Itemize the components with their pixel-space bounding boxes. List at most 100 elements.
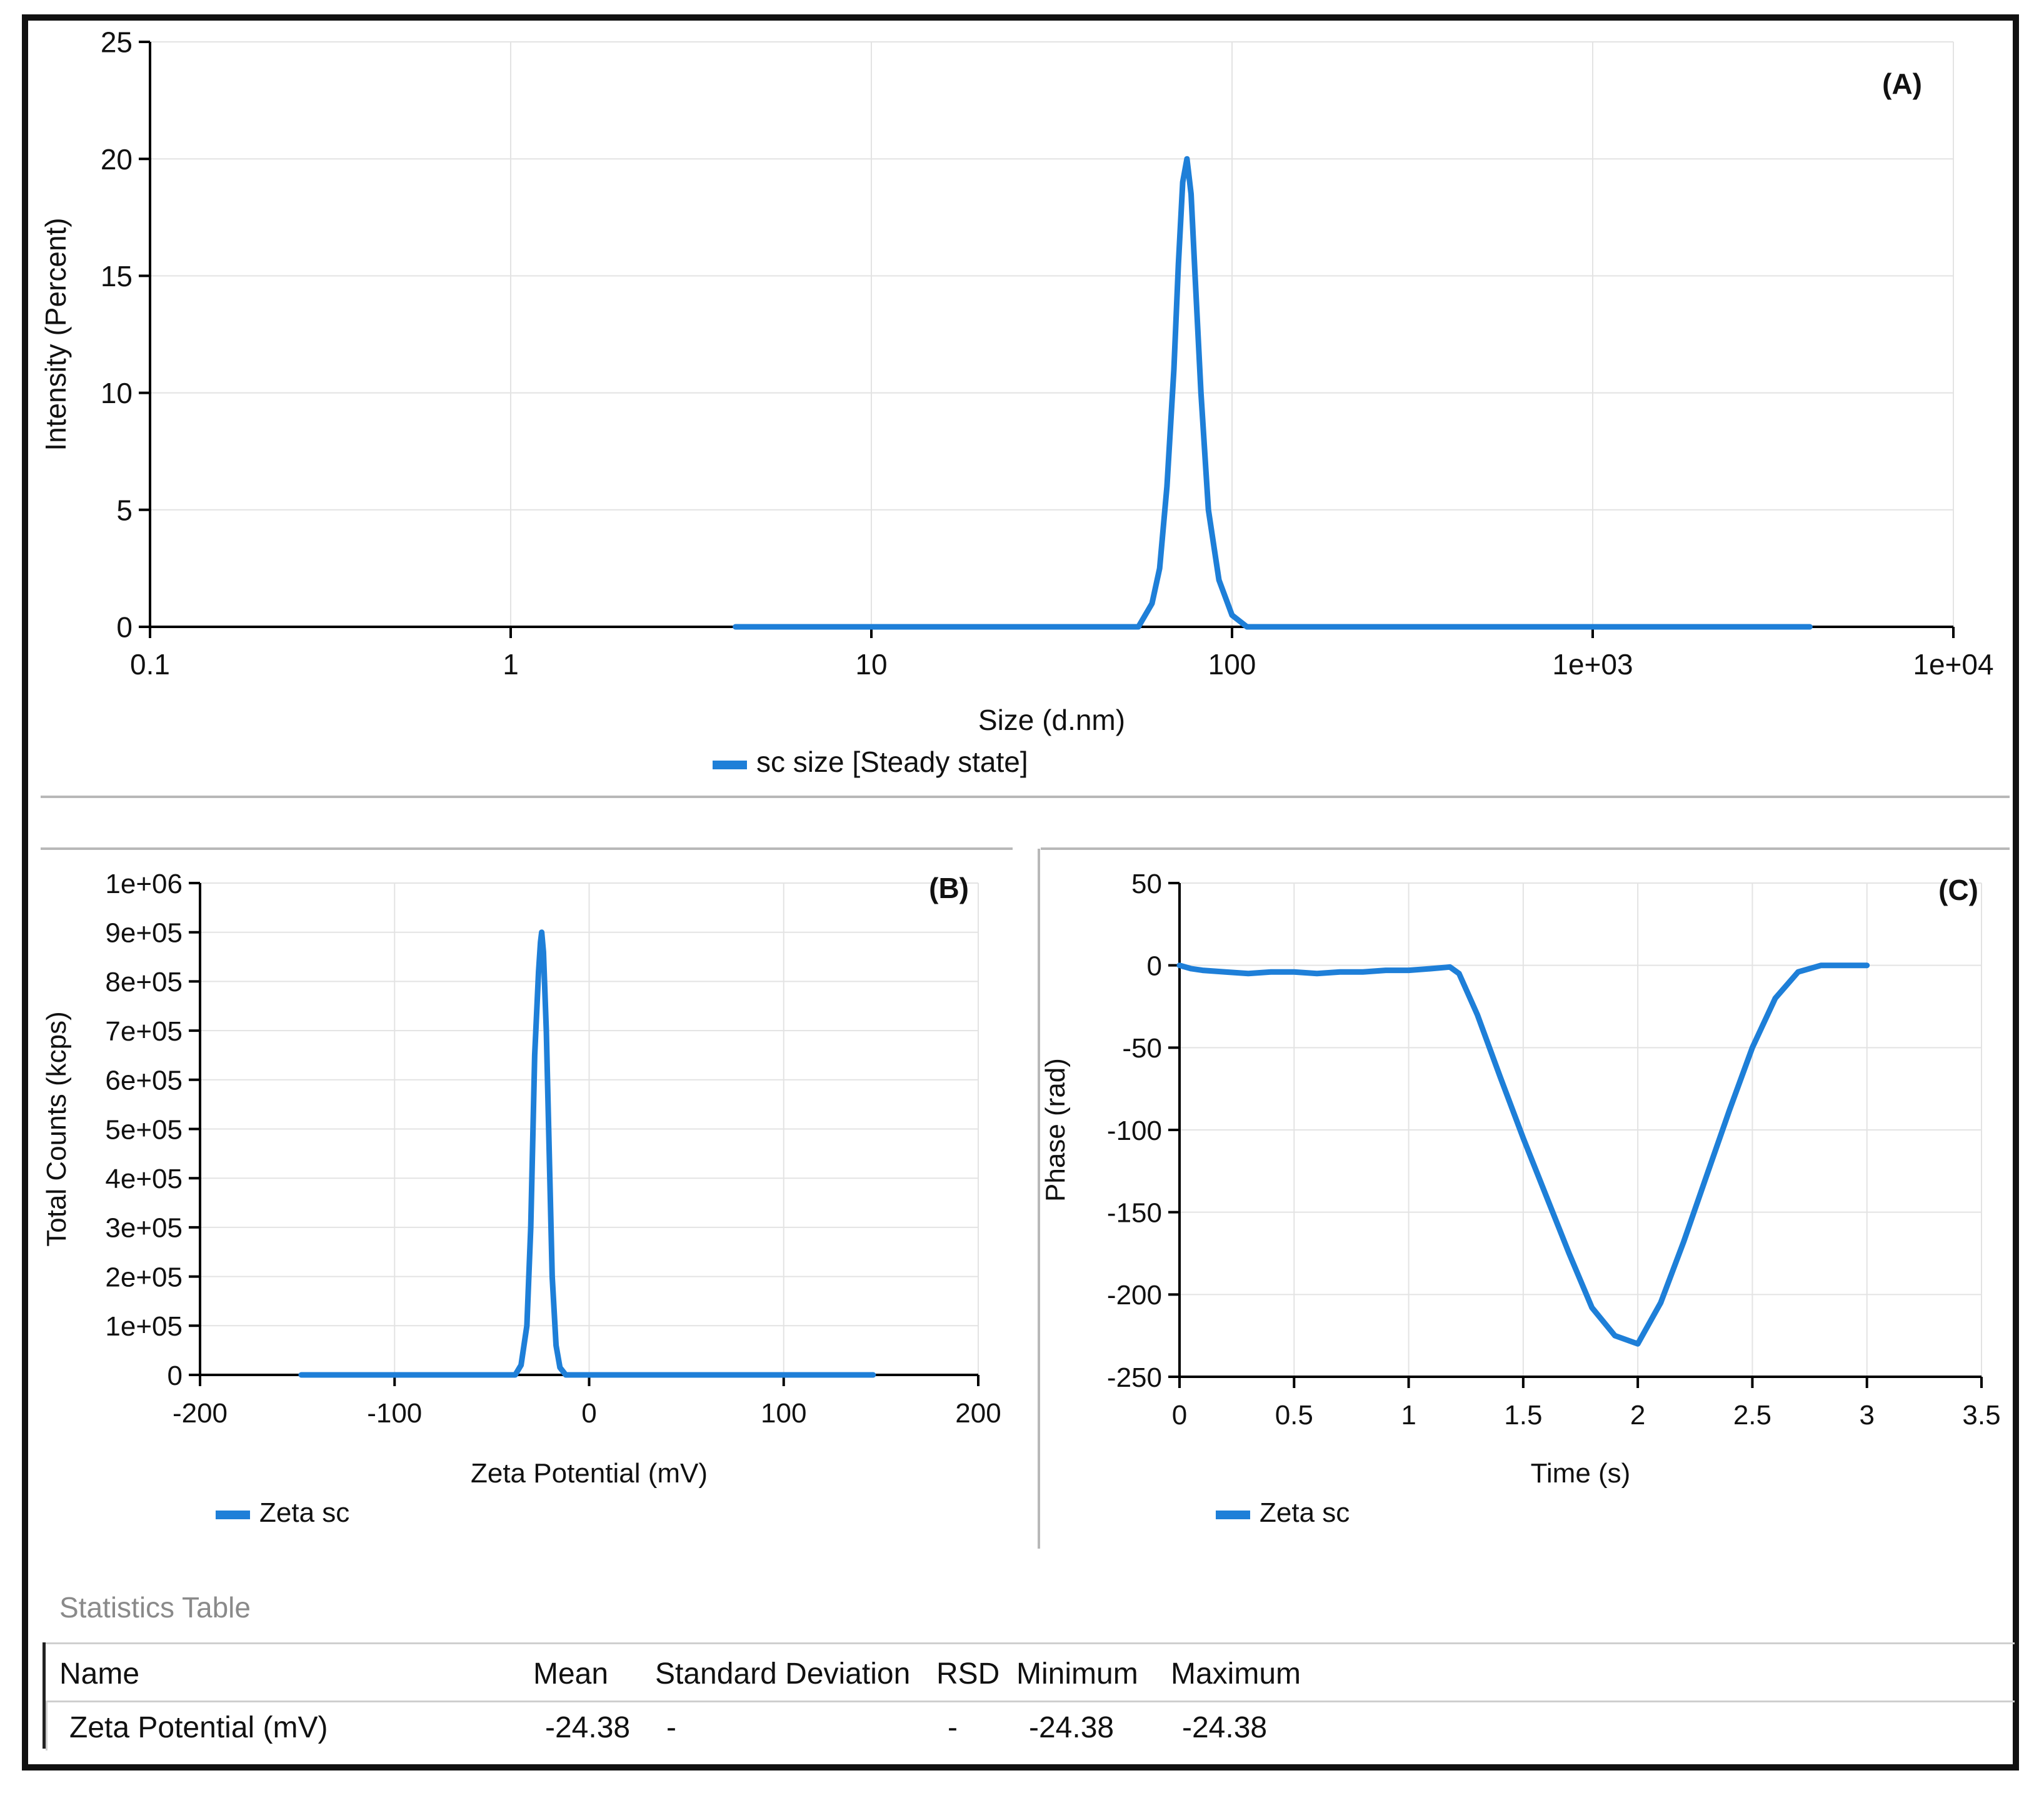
series-line xyxy=(298,929,876,1378)
x-tick-label: 1e+03 xyxy=(1552,648,1633,681)
data-point xyxy=(1591,625,1595,629)
data-point xyxy=(1361,970,1365,974)
y-tick-label: 2e+05 xyxy=(105,1262,183,1292)
y-axis-label: Total Counts (kcps) xyxy=(41,1011,72,1247)
data-point xyxy=(547,1151,551,1156)
y-tick-label: 0 xyxy=(168,1361,183,1391)
data-point xyxy=(1842,963,1846,967)
data-point xyxy=(1189,192,1193,196)
y-tick-label: 25 xyxy=(101,26,133,59)
data-point xyxy=(524,1324,529,1328)
x-tick-label: 3.5 xyxy=(1962,1400,2000,1431)
header-rsd[interactable]: RSD xyxy=(936,1657,1000,1691)
chart-b: -200 -100 0 100 200 0 1e+05 2e+05 3e+05 4e+05 5e+0… xyxy=(41,869,1001,1528)
y-tick-label: 5e+05 xyxy=(105,1114,183,1145)
row-mean: -24.38 xyxy=(545,1711,631,1744)
data-point xyxy=(1172,367,1176,372)
header-minimum[interactable]: Minimum xyxy=(1016,1657,1138,1691)
data-point xyxy=(1206,507,1211,512)
header-mean[interactable]: Mean xyxy=(533,1657,609,1691)
data-point xyxy=(533,1053,537,1057)
data-point xyxy=(541,950,546,954)
header-name[interactable]: Name xyxy=(59,1657,140,1691)
data-point xyxy=(1189,966,1193,971)
data-point xyxy=(1475,1012,1480,1017)
y-tick-label: 1e+06 xyxy=(105,869,183,899)
data-point xyxy=(539,930,544,934)
x-tick-label: 10 xyxy=(855,648,887,681)
statistics-table-title: Statistics Table xyxy=(59,1591,251,1624)
data-point xyxy=(1430,966,1434,971)
legend-swatch[interactable] xyxy=(1216,1511,1250,1519)
y-tick-label: 20 xyxy=(101,143,133,176)
x-tick-label: 0.5 xyxy=(1275,1400,1313,1431)
data-point xyxy=(1567,1251,1571,1256)
x-tick-label: 0.1 xyxy=(130,648,170,681)
data-point xyxy=(1448,965,1452,969)
data-point xyxy=(1178,963,1181,967)
data-point xyxy=(550,1274,554,1279)
x-tick-label: -100 xyxy=(367,1398,422,1429)
y-tick-label: 7e+05 xyxy=(105,1016,183,1047)
data-point xyxy=(470,1373,474,1377)
data-point xyxy=(1383,968,1388,972)
y-tick-label: -150 xyxy=(1107,1198,1162,1229)
data-point xyxy=(781,1373,786,1377)
data-point xyxy=(1181,180,1185,184)
data-point xyxy=(1185,157,1189,161)
data-point xyxy=(1406,968,1411,972)
data-point xyxy=(1498,1075,1503,1079)
x-tick-label: 100 xyxy=(761,1398,806,1429)
data-point xyxy=(587,1373,591,1377)
y-tick-label: 10 xyxy=(101,377,133,409)
legend-label[interactable]: Zeta sc xyxy=(259,1497,349,1528)
data-point xyxy=(564,1373,568,1377)
y-tick-label: 4e+05 xyxy=(105,1164,183,1194)
x-axis-label: Zeta Potential (mV) xyxy=(471,1458,708,1489)
table-row[interactable]: Zeta Potential (mV) -24.38 - - -24.38 -2… xyxy=(46,1701,2016,1751)
data-point xyxy=(1223,970,1228,974)
data-point xyxy=(519,1363,523,1367)
data-point xyxy=(1176,262,1181,266)
x-tick-label: 1.5 xyxy=(1504,1400,1542,1431)
data-point xyxy=(1402,625,1406,629)
data-point xyxy=(1292,970,1296,974)
x-tick-label: 0 xyxy=(1172,1400,1187,1431)
legend-label[interactable]: sc size [Steady state] xyxy=(756,746,1028,778)
data-point xyxy=(1808,625,1812,629)
y-axis-label: Intensity (Percent) xyxy=(39,217,72,451)
data-point xyxy=(1230,613,1234,617)
data-point xyxy=(1636,1342,1640,1346)
data-point xyxy=(1590,1306,1594,1310)
chart-c: 0 0.5 1 1.5 2 2.5 3 3.5 -250 -200 -150 -100 -50 0 50 Ti… xyxy=(1040,869,2001,1528)
data-point xyxy=(299,1373,303,1377)
y-tick-label: 5 xyxy=(116,494,133,526)
legend-swatch[interactable] xyxy=(216,1511,250,1519)
data-point xyxy=(1865,963,1869,967)
y-tick-label: 50 xyxy=(1131,869,1162,899)
data-point xyxy=(1245,625,1249,629)
data-point xyxy=(1217,578,1221,582)
data-point xyxy=(1315,971,1319,976)
y-tick-label: -200 xyxy=(1107,1280,1162,1311)
y-tick-label: -50 xyxy=(1122,1033,1162,1064)
header-standard-deviation[interactable]: Standard Deviation xyxy=(655,1657,911,1691)
x-tick-label: 200 xyxy=(955,1398,1001,1429)
data-point xyxy=(529,1225,533,1229)
data-point xyxy=(1773,996,1778,1001)
y-tick-label: -250 xyxy=(1107,1362,1162,1393)
legend-label[interactable]: Zeta sc xyxy=(1260,1497,1350,1528)
row-standard-deviation: - xyxy=(666,1711,676,1744)
statistics-header-row: Name Mean Standard Deviation RSD Minimum… xyxy=(46,1642,2015,1702)
header-maximum[interactable]: Maximum xyxy=(1171,1657,1301,1691)
data-point xyxy=(1796,970,1800,974)
data-point xyxy=(536,969,541,974)
data-point xyxy=(544,1029,549,1033)
data-point xyxy=(1136,625,1141,629)
data-point xyxy=(1819,963,1823,967)
y-tick-label: 9e+05 xyxy=(105,918,183,949)
y-tick-label: 0 xyxy=(1147,951,1162,982)
legend-swatch[interactable] xyxy=(713,761,747,769)
data-point xyxy=(869,625,873,629)
data-point xyxy=(1750,1046,1755,1050)
